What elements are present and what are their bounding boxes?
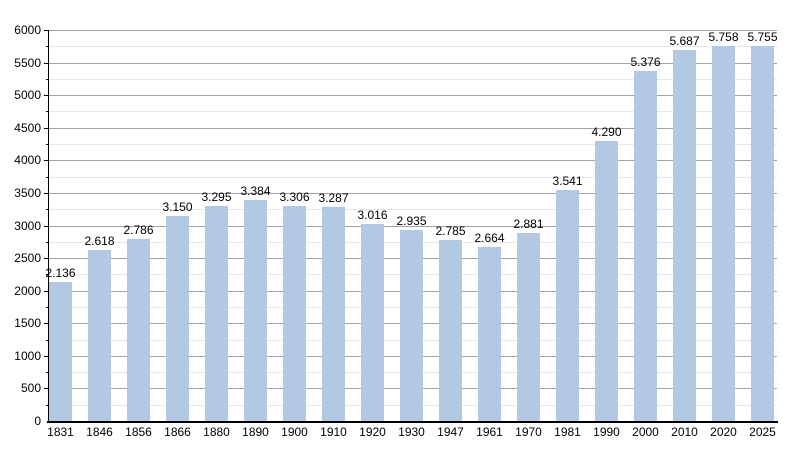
y-axis-tick-label: 1000 bbox=[14, 348, 41, 363]
gridline-major bbox=[49, 225, 777, 227]
bar bbox=[127, 239, 150, 421]
x-axis-tick-label: 1910 bbox=[320, 425, 347, 439]
bar-value-label: 5.376 bbox=[630, 54, 661, 69]
bar-value-label: 3.541 bbox=[552, 174, 583, 189]
x-axis-tick-label: 1846 bbox=[86, 425, 113, 439]
bar bbox=[439, 239, 462, 421]
y-axis-tick-label: 2000 bbox=[14, 283, 41, 298]
y-axis-line bbox=[47, 30, 49, 423]
y-axis-tick-label: 2500 bbox=[14, 251, 41, 266]
bar-value-label: 3.287 bbox=[318, 190, 349, 205]
bar bbox=[478, 247, 501, 421]
y-axis-major-tick bbox=[44, 323, 49, 325]
bar-value-label: 3.384 bbox=[240, 184, 271, 199]
y-axis-tick-label: 3500 bbox=[14, 185, 41, 200]
bar bbox=[751, 45, 774, 421]
bar bbox=[712, 45, 735, 421]
bar-value-label: 2.136 bbox=[45, 265, 76, 280]
bar-value-label: 3.295 bbox=[201, 190, 232, 205]
bar bbox=[244, 200, 267, 421]
y-axis-tick-label: 500 bbox=[20, 381, 41, 396]
gridline-major bbox=[49, 160, 777, 162]
y-axis-major-tick bbox=[44, 160, 49, 162]
bar bbox=[595, 141, 618, 421]
y-axis-tick-label: 4500 bbox=[14, 120, 41, 135]
y-axis-major-tick bbox=[44, 355, 49, 357]
gridline-minor bbox=[49, 78, 777, 80]
bar bbox=[205, 206, 228, 421]
bar-value-label: 2.881 bbox=[513, 217, 544, 232]
bar-value-label: 2.935 bbox=[396, 213, 427, 228]
x-axis-tick-label: 1900 bbox=[281, 425, 308, 439]
y-axis-major-tick bbox=[44, 30, 49, 31]
bar-value-label: 2.664 bbox=[474, 231, 505, 246]
x-axis-tick-label: 1961 bbox=[476, 425, 503, 439]
gridline-minor bbox=[49, 176, 777, 178]
bar bbox=[322, 206, 345, 421]
gridline-minor bbox=[49, 46, 777, 48]
bar bbox=[556, 190, 579, 421]
gridline-major bbox=[49, 95, 777, 97]
bar-value-label: 3.306 bbox=[279, 189, 310, 204]
x-axis-tick-label: 2020 bbox=[710, 425, 737, 439]
x-axis-tick-label: 1930 bbox=[398, 425, 425, 439]
y-axis-major-tick bbox=[44, 127, 49, 129]
bar bbox=[88, 250, 111, 421]
x-axis-tick-label: 1981 bbox=[554, 425, 581, 439]
y-axis-tick-label: 3000 bbox=[14, 218, 41, 233]
y-axis-tick-label: 5500 bbox=[14, 55, 41, 70]
x-axis-line bbox=[47, 421, 778, 423]
x-axis-tick-label: 2025 bbox=[749, 425, 776, 439]
y-axis-major-tick bbox=[44, 225, 49, 227]
x-axis-tick-label: 1831 bbox=[47, 425, 74, 439]
bar bbox=[400, 229, 423, 421]
bar bbox=[673, 50, 696, 421]
y-axis-major-tick bbox=[44, 388, 49, 390]
gridline-major bbox=[49, 30, 777, 31]
x-axis-tick-label: 1947 bbox=[437, 425, 464, 439]
y-axis-major-tick bbox=[44, 62, 49, 64]
y-axis-tick-label: 5000 bbox=[14, 88, 41, 103]
bar-value-label: 2.785 bbox=[435, 223, 466, 238]
bar bbox=[517, 233, 540, 421]
x-axis-tick-label: 1856 bbox=[125, 425, 152, 439]
bar-value-label: 2.618 bbox=[84, 234, 115, 249]
y-axis-tick-label: 1500 bbox=[14, 316, 41, 331]
x-axis-tick-label: 1970 bbox=[515, 425, 542, 439]
bar-value-label: 5.758 bbox=[708, 29, 739, 44]
bar bbox=[361, 224, 384, 421]
bar-value-label: 3.150 bbox=[162, 199, 193, 214]
bar bbox=[283, 205, 306, 421]
bar-value-label: 5.755 bbox=[747, 29, 778, 44]
x-axis-tick-label: 1990 bbox=[593, 425, 620, 439]
bar bbox=[49, 281, 72, 421]
y-axis-major-tick bbox=[44, 258, 49, 260]
gridline-minor bbox=[49, 209, 777, 211]
y-axis-tick-label: 0 bbox=[34, 414, 41, 428]
bar-value-label: 4.290 bbox=[591, 125, 622, 140]
y-axis-major-tick bbox=[44, 192, 49, 194]
bar-value-label: 5.687 bbox=[669, 34, 700, 49]
x-axis-tick-label: 1920 bbox=[359, 425, 386, 439]
gridline-major bbox=[49, 62, 777, 64]
gridline-major bbox=[49, 192, 777, 194]
gridline-minor bbox=[49, 111, 777, 113]
x-axis-tick-label: 1866 bbox=[164, 425, 191, 439]
y-axis-tick-label: 4000 bbox=[14, 153, 41, 168]
bar-value-label: 3.016 bbox=[357, 208, 388, 223]
x-axis-tick-label: 2000 bbox=[632, 425, 659, 439]
x-axis-tick-label: 2010 bbox=[671, 425, 698, 439]
x-axis-tick-label: 1890 bbox=[242, 425, 269, 439]
y-axis-major-tick bbox=[44, 95, 49, 97]
gridline-minor bbox=[49, 144, 777, 146]
bar bbox=[166, 215, 189, 421]
bar-value-label: 2.786 bbox=[123, 223, 154, 238]
gridline-major bbox=[49, 127, 777, 129]
x-axis-tick-label: 1880 bbox=[203, 425, 230, 439]
y-axis-major-tick bbox=[44, 290, 49, 292]
bar bbox=[634, 70, 657, 421]
y-axis-tick-label: 6000 bbox=[14, 23, 41, 37]
